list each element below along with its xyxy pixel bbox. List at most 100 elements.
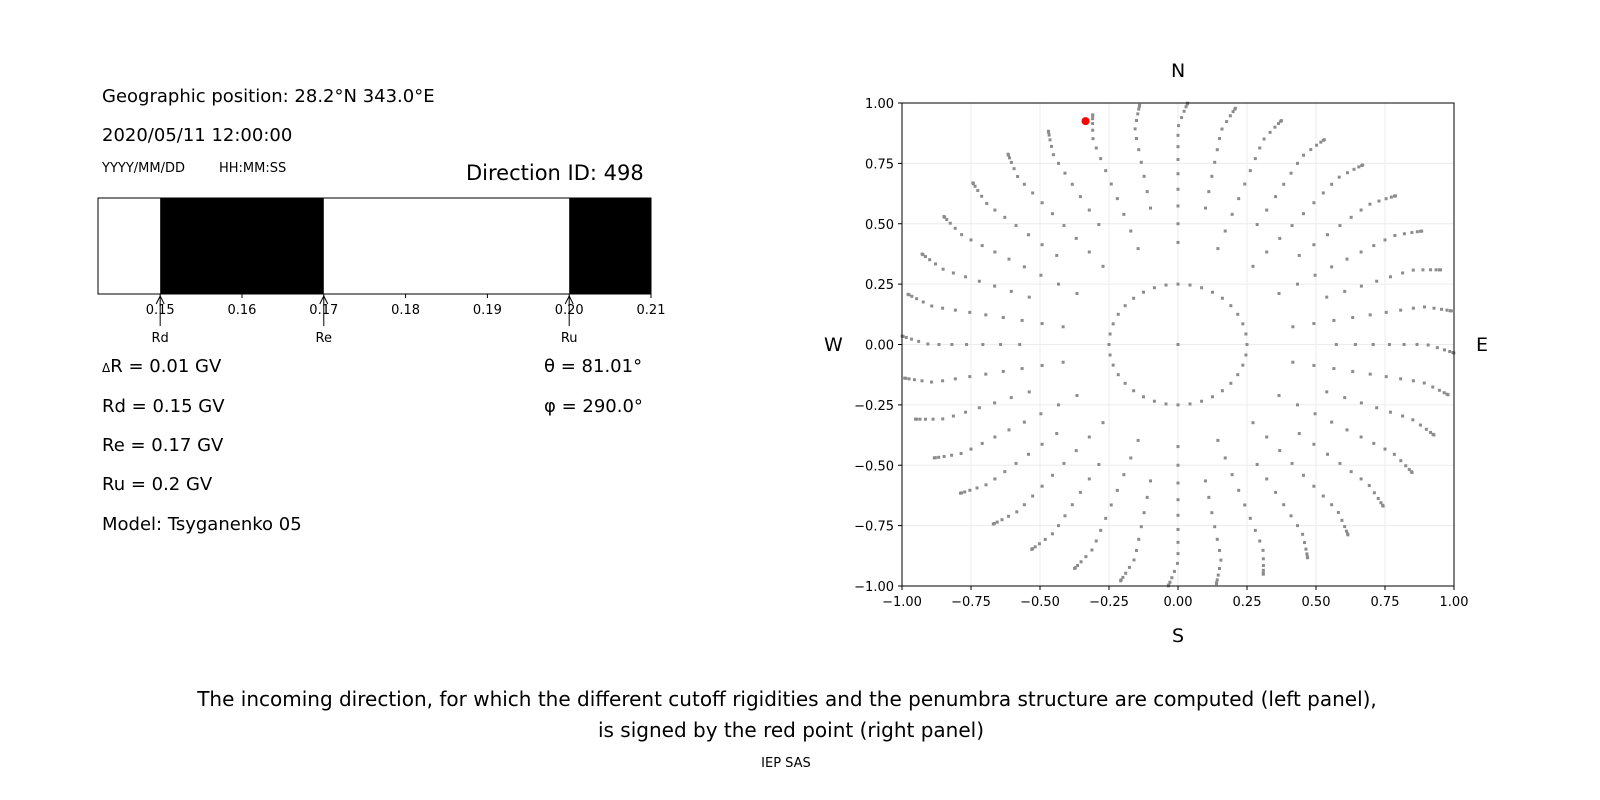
direction-point [1145,495,1149,499]
direction-point [1177,124,1181,128]
direction-point [1261,568,1265,572]
direction-point [1442,391,1446,395]
direction-point [941,379,945,383]
datetime: 2020/05/11 12:00:00 [102,125,293,146]
direction-point [999,343,1003,346]
direction-point [1446,393,1450,397]
direction-point [1220,389,1224,393]
direction-point [1241,322,1245,326]
direction-point [965,343,969,346]
direction-point [1176,445,1180,449]
direction-point [1061,360,1065,364]
direction-point [1368,372,1372,376]
direction-point [1111,322,1115,326]
direction-point [1361,163,1365,167]
direction-point [1384,197,1388,201]
direction-point [1099,528,1103,532]
direction-point [964,410,968,414]
direction-point [1008,156,1012,160]
direction-point [1345,257,1349,261]
direction-point [1176,145,1180,149]
direction-point [912,378,916,382]
direction-point [953,377,957,381]
direction-point [1026,452,1030,456]
direction-point [1119,579,1123,583]
direction-point [1051,153,1055,157]
direction-point [1291,360,1295,364]
direction-point [1230,473,1234,477]
direction-point [959,491,963,495]
x-tick-label: 0.18 [391,303,420,318]
geo-position: Geographic position: 28.2°N 343.0°E [102,86,435,107]
direction-point [1203,479,1207,483]
direction-point [993,284,997,288]
y-tick-label: −0.50 [854,459,894,474]
direction-point [1091,122,1095,126]
arrow-head-icon [564,294,574,305]
direction-point [1437,388,1441,392]
direction-point [1063,514,1067,518]
direction-point [1407,467,1411,471]
direction-point [1121,575,1125,579]
direction-point [1055,432,1059,436]
direction-point [1338,224,1342,228]
direction-point [930,380,934,384]
direction-point [1372,244,1376,248]
direction-point [1223,456,1227,460]
direction-point [1274,195,1278,199]
direction-point [1188,402,1192,406]
model: Model: Tsyganenko 05 [102,514,302,535]
footer: IEP SAS [761,756,811,771]
direction-point [1245,343,1249,346]
direction-point [1063,171,1067,175]
direction-point [1139,525,1143,529]
direction-point [1001,369,1005,373]
direction-point [1384,310,1388,314]
direction-point [1255,462,1259,466]
direction-point [1296,282,1300,286]
direction-point [1003,215,1007,219]
direction-point [1176,240,1180,244]
direction-point [1368,313,1372,317]
direction-point [1278,236,1282,240]
direction-point [1014,461,1018,465]
delta-r: ΔR = 0.01 GV [102,356,221,377]
direction-point [1109,503,1113,507]
y-tick-label: 1.00 [865,97,894,112]
direction-point [971,181,975,185]
direction-point [1135,118,1139,122]
direction-point [1090,548,1094,552]
x-tick-label: −0.50 [1020,595,1060,610]
direction-point [1018,343,1022,346]
direction-point [1048,138,1052,142]
direction-point [1149,479,1153,483]
direction-point [1357,165,1361,169]
direction-point [1282,182,1286,186]
direction-point [1376,497,1380,501]
direction-point [1349,215,1353,219]
direction-point [921,300,925,304]
direction-point [1434,268,1438,272]
direction-point [1176,282,1180,286]
direction-point [1213,160,1217,164]
direction-point [1051,212,1055,216]
direction-point [1172,569,1176,573]
direction-point [937,343,941,346]
direction-point [1176,403,1180,407]
direction-point [975,486,979,490]
direction-point [1091,117,1095,121]
direction-point [1134,548,1138,552]
delta-r-text: R = 0.01 GV [110,356,222,377]
direction-point [1304,547,1308,551]
date-format: YYYY/MM/DD [102,161,185,176]
direction-point [1277,394,1281,398]
direction-point [1393,233,1397,237]
direction-point [993,250,997,254]
direction-point [1176,463,1180,467]
direction-point [1343,525,1347,529]
direction-point [1115,197,1119,201]
direction-point [1344,529,1348,533]
direction-point [1265,208,1269,212]
direction-point [1033,545,1037,549]
